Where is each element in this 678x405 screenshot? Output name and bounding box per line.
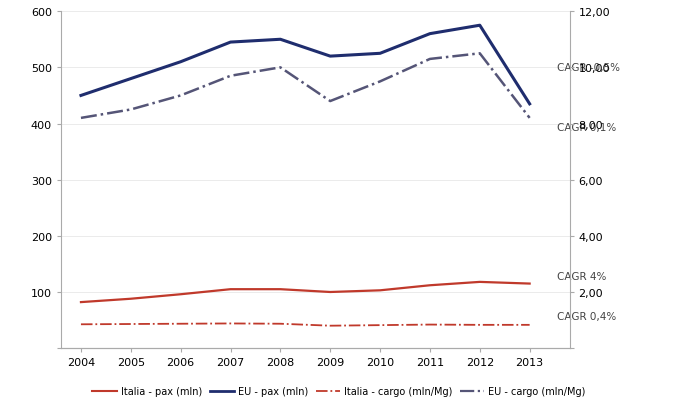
Italia - cargo (mln/Mg) xyxy=(127,322,135,327)
EU - cargo (mln/Mg) xyxy=(376,80,384,85)
EU - pax (mln) xyxy=(277,38,285,43)
Italia - cargo (mln/Mg) xyxy=(376,323,384,328)
Line: Italia - cargo (mln/Mg): Italia - cargo (mln/Mg) xyxy=(81,324,530,326)
Italia - cargo (mln/Mg) xyxy=(77,322,85,327)
Text: CAGR 0,4%: CAGR 0,4% xyxy=(557,311,616,321)
EU - pax (mln) xyxy=(525,102,534,107)
EU - cargo (mln/Mg) xyxy=(476,52,484,57)
EU - pax (mln) xyxy=(376,52,384,57)
EU - pax (mln) xyxy=(226,40,235,45)
Italia - cargo (mln/Mg) xyxy=(326,324,334,328)
Text: CAGR 0,1%: CAGR 0,1% xyxy=(557,123,616,133)
EU - pax (mln) xyxy=(426,32,434,37)
EU - cargo (mln/Mg) xyxy=(326,99,334,104)
Italia - pax (mln) xyxy=(127,296,135,301)
EU - pax (mln) xyxy=(326,55,334,60)
Text: CAGR 4%: CAGR 4% xyxy=(557,272,606,281)
Legend: Italia - pax (mln), EU - pax (mln), Italia - cargo (mln/Mg), EU - cargo (mln/Mg): Italia - pax (mln), EU - pax (mln), Ital… xyxy=(88,382,590,400)
EU - cargo (mln/Mg) xyxy=(277,66,285,70)
Italia - pax (mln) xyxy=(277,287,285,292)
Italia - cargo (mln/Mg) xyxy=(226,321,235,326)
EU - cargo (mln/Mg) xyxy=(176,94,184,99)
EU - pax (mln) xyxy=(77,94,85,98)
Line: Italia - pax (mln): Italia - pax (mln) xyxy=(81,282,530,303)
EU - cargo (mln/Mg) xyxy=(77,116,85,121)
Italia - pax (mln) xyxy=(226,287,235,292)
Italia - cargo (mln/Mg) xyxy=(525,323,534,328)
EU - pax (mln) xyxy=(176,60,184,65)
Italia - pax (mln) xyxy=(176,292,184,297)
EU - cargo (mln/Mg) xyxy=(426,58,434,62)
Italia - pax (mln) xyxy=(426,283,434,288)
EU - pax (mln) xyxy=(476,24,484,29)
Italia - pax (mln) xyxy=(77,300,85,305)
Line: EU - pax (mln): EU - pax (mln) xyxy=(81,26,530,104)
Italia - cargo (mln/Mg) xyxy=(277,322,285,326)
Text: CAGR -0,5%: CAGR -0,5% xyxy=(557,63,620,73)
Italia - cargo (mln/Mg) xyxy=(426,322,434,327)
EU - cargo (mln/Mg) xyxy=(127,108,135,113)
Italia - pax (mln) xyxy=(476,280,484,285)
Italia - pax (mln) xyxy=(525,281,534,286)
Line: EU - cargo (mln/Mg): EU - cargo (mln/Mg) xyxy=(81,54,530,119)
EU - pax (mln) xyxy=(127,77,135,82)
Italia - cargo (mln/Mg) xyxy=(476,323,484,328)
Italia - pax (mln) xyxy=(326,290,334,295)
Italia - cargo (mln/Mg) xyxy=(176,322,184,326)
EU - cargo (mln/Mg) xyxy=(226,74,235,79)
EU - cargo (mln/Mg) xyxy=(525,116,534,121)
Italia - pax (mln) xyxy=(376,288,384,293)
